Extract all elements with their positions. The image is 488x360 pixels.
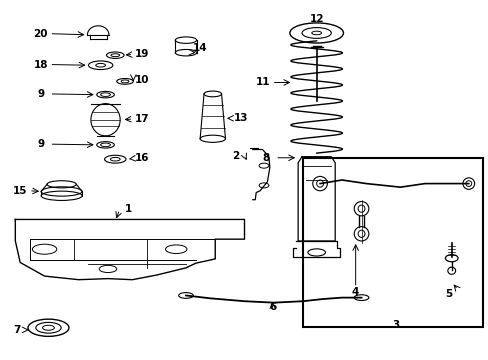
Text: 11: 11	[255, 77, 270, 87]
Text: 19: 19	[135, 49, 149, 59]
Text: 13: 13	[233, 113, 247, 123]
Text: 9: 9	[37, 89, 44, 99]
Text: 7: 7	[13, 325, 20, 335]
Text: 1: 1	[124, 204, 132, 215]
Text: 14: 14	[192, 43, 206, 53]
Text: 2: 2	[232, 150, 239, 161]
Text: 3: 3	[391, 320, 399, 330]
Text: 12: 12	[309, 14, 323, 24]
Text: 6: 6	[268, 302, 276, 312]
Bar	[303, 158, 483, 327]
Text: 20: 20	[33, 29, 48, 39]
Text: 5: 5	[445, 289, 452, 299]
Text: 16: 16	[135, 153, 149, 163]
Text: 17: 17	[135, 114, 149, 124]
Text: 9: 9	[37, 139, 44, 149]
Text: 15: 15	[13, 186, 27, 196]
Text: 18: 18	[33, 59, 48, 69]
Text: 4: 4	[351, 287, 359, 297]
Text: 10: 10	[135, 75, 149, 85]
Text: 8: 8	[262, 153, 269, 163]
